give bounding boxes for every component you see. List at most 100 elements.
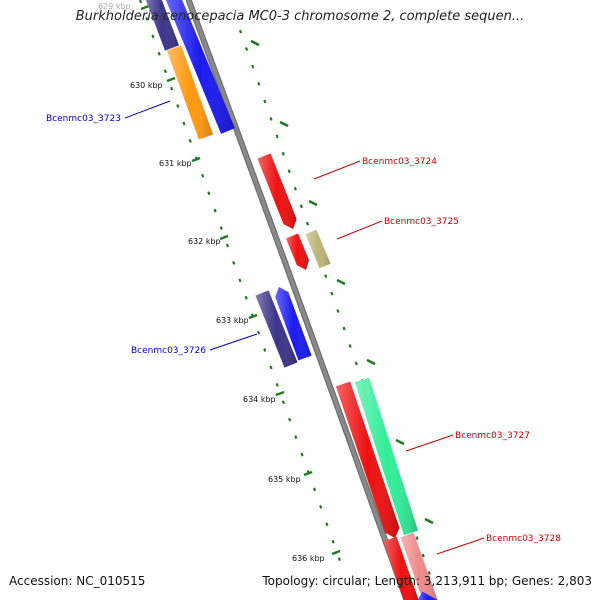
minor-tick — [238, 29, 243, 34]
scale-label: 636 kbp — [292, 554, 325, 563]
backbone — [185, 0, 410, 600]
minor-tick — [293, 186, 297, 191]
feature-navy-top-shading — [145, 0, 179, 51]
major-tick — [366, 358, 376, 366]
gene-label: Bcenmc03_3726 — [131, 346, 206, 356]
minor-tick — [354, 361, 358, 366]
minor-tick — [182, 121, 186, 126]
minor-tick — [151, 34, 155, 39]
minor-tick — [331, 539, 335, 544]
gene-label: Bcenmc03_3724 — [362, 157, 437, 167]
minor-tick — [348, 344, 352, 348]
minor-tick — [275, 134, 279, 139]
scale-label: 634 kbp — [243, 395, 276, 404]
minor-tick — [287, 169, 291, 174]
minor-tick — [342, 326, 346, 331]
minor-tick — [427, 571, 431, 575]
feature-track — [145, 0, 438, 600]
scale-label: 633 kbp — [216, 316, 249, 325]
feature-green-3727-shading — [354, 377, 419, 536]
leader-line — [405, 434, 454, 452]
minor-tick — [138, 0, 143, 4]
feature-pink-3728-shading — [400, 532, 438, 600]
minor-tick — [319, 504, 323, 509]
leader-line — [124, 100, 171, 119]
minor-tick — [213, 208, 217, 213]
minor-tick — [325, 522, 329, 527]
feature-blue-bottom-shading — [417, 591, 438, 600]
minor-tick — [300, 452, 304, 457]
minor-tick — [336, 309, 340, 313]
gene-label: Bcenmc03_3723 — [46, 114, 121, 124]
feature-khaki-3725-shading — [305, 229, 331, 269]
minor-tick — [337, 557, 341, 562]
feature-red-3725a-shading — [286, 233, 309, 270]
major-tick — [424, 517, 434, 525]
leader-line — [209, 333, 258, 351]
major-tick — [166, 76, 176, 83]
minor-tick — [281, 151, 285, 156]
label-leaders — [124, 100, 485, 555]
minor-tick — [288, 417, 292, 422]
minor-tick — [257, 82, 261, 86]
minor-tick — [269, 116, 273, 121]
major-tick — [303, 470, 313, 477]
major-tick — [219, 234, 229, 241]
minor-tick — [145, 17, 149, 21]
minor-tick — [324, 274, 328, 278]
minor-tick — [219, 226, 223, 230]
minor-tick — [421, 553, 425, 558]
minor-tick — [157, 51, 161, 56]
minor-tick — [281, 400, 286, 405]
labels: 629 kbp 630 kbp 631 kbp 632 kbp 633 kbp 634 k… — [46, 2, 561, 563]
major-tick — [308, 199, 318, 207]
gene-label: Bcenmc03_3727 — [455, 431, 530, 441]
minor-tick — [245, 47, 249, 51]
feature-red-3728-shading — [383, 536, 419, 600]
minor-tick — [275, 382, 279, 387]
minor-tick — [176, 104, 180, 108]
feature-red-3727-shading — [335, 381, 400, 538]
major-tick — [248, 313, 258, 320]
minor-tick — [330, 291, 334, 296]
feature-red-3724-shading — [257, 153, 297, 229]
leader-line — [336, 220, 383, 240]
feature-blue-top-shading — [165, 0, 235, 134]
major-tick — [250, 39, 260, 47]
scale-label: 630 kbp — [130, 81, 163, 90]
minor-tick — [232, 261, 236, 265]
sequence-summary: Topology: circular; Length: 3,213,911 bp… — [262, 574, 592, 588]
scale-label: 631 kbp — [159, 159, 192, 168]
major-tick — [191, 156, 201, 163]
minor-tick — [415, 536, 419, 540]
major-tick — [395, 438, 405, 446]
feature-orange-3723-shading — [166, 45, 214, 140]
scale-label: 629 kbp — [98, 2, 131, 11]
feature-navy-3726-shading — [255, 290, 298, 368]
minor-tick — [238, 278, 242, 283]
minor-tick — [201, 173, 205, 178]
gene-label: Bcenmc03_3725 — [384, 217, 459, 227]
leader-line — [436, 537, 485, 555]
scale-label: 632 kbp — [188, 237, 221, 246]
accession-text: Accession: NC_010515 — [9, 574, 146, 588]
minor-tick — [263, 99, 267, 104]
minor-tick — [207, 191, 211, 196]
minor-tick — [263, 348, 267, 352]
minor-tick — [294, 435, 298, 440]
minor-tick — [305, 221, 310, 226]
minor-tick — [257, 330, 261, 335]
major-tick — [279, 120, 289, 128]
minor-tick — [225, 243, 230, 248]
minor-tick — [251, 64, 255, 69]
scale-label: 635 kbp — [268, 475, 301, 484]
major-tick — [140, 4, 150, 11]
minor-tick — [170, 86, 174, 91]
map-title: Burkholderia cenocepacia MC0-3 chromosom… — [75, 9, 525, 24]
minor-tick — [299, 204, 303, 209]
feature-blue-3726-shading — [275, 287, 312, 361]
major-tick — [336, 278, 346, 286]
major-tick — [331, 549, 341, 556]
